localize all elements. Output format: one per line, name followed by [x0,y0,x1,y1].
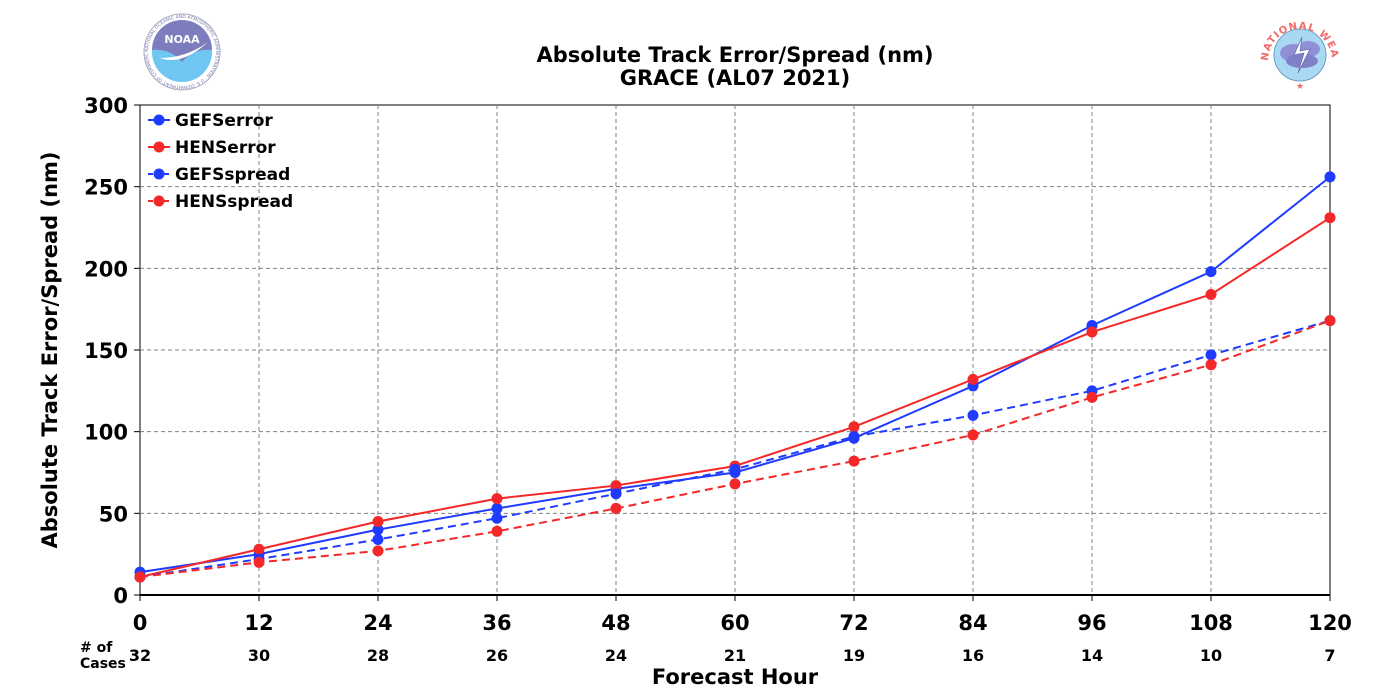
x-tick-label: 72 [839,611,868,635]
data-point [967,373,979,385]
data-point [372,533,384,545]
x-tick-label: 120 [1308,611,1352,635]
x-tick-label: 96 [1077,611,1106,635]
data-point [848,431,860,443]
data-point [134,571,146,583]
data-point [491,512,503,524]
data-point [848,421,860,433]
x-tick-label: 60 [720,611,749,635]
data-point [610,480,622,492]
data-point [372,516,384,527]
data-point [253,556,265,568]
series-layer [134,171,1336,583]
x-axis-label: Forecast Hour [652,665,819,689]
data-point [1086,326,1098,338]
case-count: 19 [843,646,865,665]
data-point [1205,359,1217,371]
data-point [491,493,503,505]
legend-swatch-marker [153,114,165,126]
legend-item: HENSerror [148,138,276,158]
y-tick-label: 200 [84,257,128,281]
data-point [610,502,622,514]
legend-swatch-marker [153,141,165,153]
case-count: 30 [248,646,270,665]
data-point [491,525,503,537]
data-point [729,478,741,490]
legend: GEFSerror HENSerror GEFSspread HENSspread [148,111,293,212]
data-point [372,545,384,557]
data-point [1205,288,1217,300]
legend-item: GEFSspread [148,165,290,185]
case-count: 10 [1200,646,1222,665]
y-tick-label: 300 [84,94,128,118]
noaa-logo-text: NOAA [164,33,200,46]
y-tick-label: 100 [84,421,128,445]
legend-swatch-marker [153,168,165,180]
case-count: 14 [1081,646,1103,665]
case-count: 21 [724,646,746,665]
star-icon: ★ [1296,82,1304,92]
data-point [729,463,741,475]
legend-label: GEFSspread [175,165,290,185]
data-point [1324,315,1336,327]
x-axis-ticks: 0 12 24 36 48 60 72 84 96 108 120 [133,595,1352,635]
legend-label: GEFSerror [175,111,273,131]
data-point [1205,266,1217,278]
cases-label-line1: # of [80,640,113,656]
data-point [1324,171,1336,183]
case-count: 26 [486,646,508,665]
series-HENSspread [134,315,1336,583]
data-point [1205,349,1217,361]
data-point [610,488,622,500]
case-count: 28 [367,646,389,665]
legend-label: HENSspread [175,192,293,212]
x-tick-label: 108 [1189,611,1233,635]
x-tick-label: 84 [958,611,987,635]
chart-title: Absolute Track Error/Spread (nm) [536,43,933,67]
noaa-logo: NOAA NATIONAL OCEANIC AND ATMOSPHERIC AD… [143,13,221,91]
case-count: 24 [605,646,627,665]
data-point [491,502,503,514]
data-point [967,409,979,421]
data-point [1324,212,1336,224]
y-tick-label: 150 [84,339,128,363]
legend-item: GEFSerror [148,111,273,131]
data-point [967,429,979,441]
x-tick-label: 0 [133,611,148,635]
cases-label-line2: Cases [80,656,126,672]
case-counts: 32 30 28 26 24 21 19 16 14 10 7 [129,646,1336,665]
data-point [848,455,860,467]
y-axis-ticks: 0 50 100 150 200 250 300 [84,94,140,608]
y-tick-label: 50 [99,502,128,526]
nws-logo: NATIONAL WEATHER SERVICE ★ [1260,17,1339,93]
legend-item: HENSspread [148,192,293,212]
y-tick-label: 0 [113,584,128,608]
case-count: 7 [1324,646,1335,665]
x-tick-label: 36 [482,611,511,635]
x-tick-label: 48 [601,611,630,635]
x-tick-label: 12 [244,611,273,635]
plot-area [134,104,1336,596]
data-point [253,543,265,555]
case-count: 16 [962,646,984,665]
chart-subtitle: GRACE (AL07 2021) [620,66,851,90]
y-tick-label: 250 [84,176,128,200]
y-axis-label: Absolute Track Error/Spread (nm) [38,151,62,548]
data-point [1086,391,1098,403]
data-point [372,524,384,536]
legend-swatch-marker [153,195,165,207]
legend-label: HENSerror [175,138,276,158]
x-tick-label: 24 [363,611,392,635]
case-count: 32 [129,646,151,665]
